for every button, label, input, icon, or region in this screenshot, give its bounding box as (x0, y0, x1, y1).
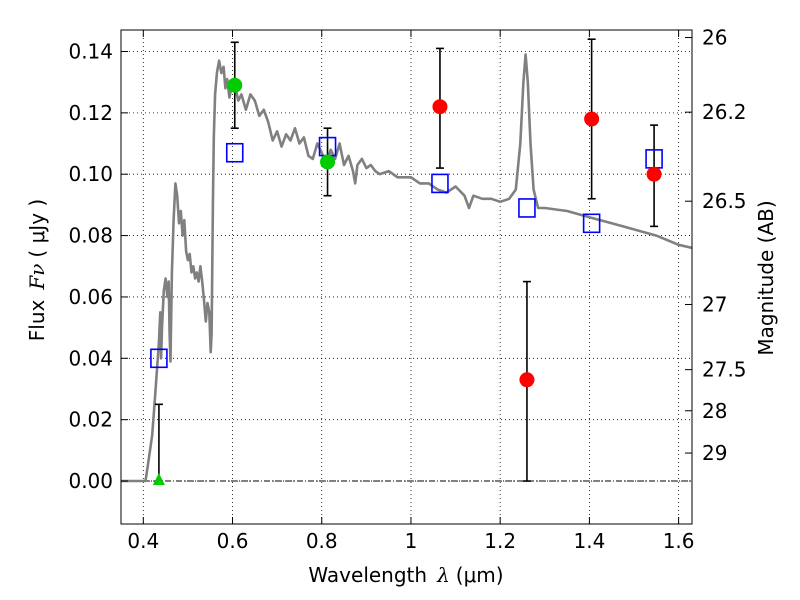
observed-point-green (320, 154, 336, 170)
y2-tick-label: 27 (702, 292, 727, 316)
y-tick-label: 0.08 (68, 224, 113, 248)
model-photometry-square (150, 348, 168, 369)
y-tick-label: 0.06 (68, 285, 113, 309)
y-tick-label: 0.12 (68, 101, 113, 125)
model-sed-series (121, 53, 693, 483)
observed-point-red (646, 166, 662, 182)
x-tick-label: 1.6 (663, 529, 695, 553)
upper-limit-triangle (152, 473, 165, 486)
x-axis-label: Wavelength λ (μm) (308, 563, 503, 587)
y2-tick-label: 28 (702, 399, 727, 423)
observed-point-red (432, 99, 448, 115)
grid-lines (121, 30, 692, 524)
x-tick-label: 1.4 (573, 529, 605, 553)
plot-frame (120, 29, 693, 525)
observed-point-red (584, 111, 600, 127)
error-bars (154, 38, 659, 482)
y2-tick-label: 27.5 (702, 358, 747, 382)
x-tick-label: 0.8 (306, 529, 338, 553)
model-photometry-square (225, 142, 244, 163)
model-sed-line (121, 53, 693, 483)
x-tick-label: 1 (405, 529, 418, 553)
model-photometry-square (431, 173, 449, 194)
y2-tick-label: 26.5 (702, 189, 747, 213)
y-axis-label: FluxFν( μJy ) (25, 199, 49, 341)
axis-ticks: 0.4 0.6 0.8 1 1.2 1.4 1.6 0.00 0.02 0.04 0.06 0.08 0… (68, 26, 746, 553)
y-tick-label: 0.04 (68, 346, 113, 370)
model-photometry-square (582, 213, 601, 234)
y-tick-label: 0.02 (68, 408, 113, 432)
model-photometry-square (518, 198, 536, 218)
data-markers (150, 77, 663, 486)
y2-tick-label: 29 (702, 441, 727, 465)
y2-tick-label: 26 (702, 26, 727, 50)
observed-point-green (227, 77, 243, 93)
y-tick-label: 0.10 (68, 162, 113, 186)
y2-tick-label: 26.2 (702, 100, 747, 124)
observed-point-red (519, 372, 535, 388)
y-tick-label: 0.00 (68, 469, 113, 493)
x-tick-label: 1.2 (484, 529, 516, 553)
x-tick-label: 0.4 (127, 529, 159, 553)
y-tick-label: 0.14 (68, 39, 113, 63)
y2-axis-label: Magnitude (AB) (754, 200, 778, 355)
x-tick-label: 0.6 (217, 529, 249, 553)
